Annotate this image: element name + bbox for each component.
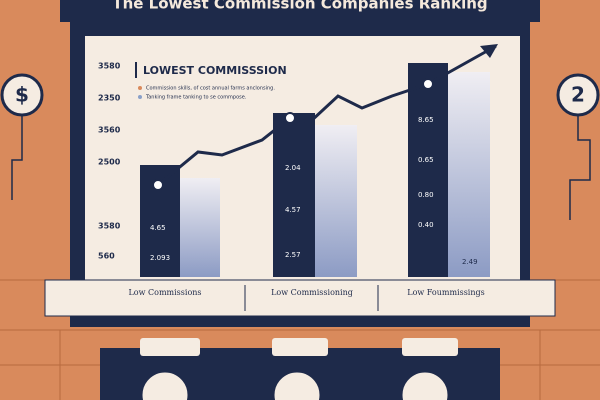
bar	[408, 63, 448, 277]
bullet	[138, 86, 142, 90]
bar-labels: 4.65 2.093 2.04 4.57 2.57 8.65 0.65 0.80 0.40 2.4…	[150, 116, 478, 266]
note: Commission skills, of cost annual farms …	[146, 86, 275, 92]
title: The Lowest Commission Companies Ranking	[112, 0, 487, 13]
footer-label: Low Foummissings	[407, 288, 484, 297]
trend-arrow	[480, 44, 498, 58]
bar	[315, 125, 357, 277]
bar-label: 0.80	[418, 191, 434, 199]
bullet	[138, 95, 142, 99]
bar	[448, 72, 490, 277]
stage-tag	[402, 338, 458, 356]
bar-label: 2.57	[285, 251, 301, 259]
bar-label: 2.093	[150, 254, 170, 262]
bar-label: 4.57	[285, 206, 301, 214]
note: Tanking frame tanking to se commpose.	[145, 95, 247, 101]
bar-label: 2.49	[462, 258, 478, 266]
bar	[273, 113, 315, 277]
title-banner	[60, 0, 540, 22]
axis-label: 2350	[98, 94, 121, 103]
trend-points	[152, 78, 434, 191]
bar-label: 4.65	[150, 224, 166, 232]
axis-label: 3560	[98, 126, 121, 135]
stage-icons	[139, 369, 451, 400]
coin-symbol: 2	[571, 83, 585, 107]
footer-label: Low Commissioning	[271, 288, 353, 297]
footer-label: Low Commissions	[128, 288, 201, 297]
circuit-lines	[11, 115, 591, 220]
bar-label: 0.40	[418, 221, 434, 229]
bar-label: 8.65	[418, 116, 434, 124]
trend-line	[157, 44, 497, 187]
axis-label: 3580	[98, 62, 121, 71]
stage-tag	[140, 338, 200, 356]
heading: LOWEST COMMISSSION	[143, 64, 287, 77]
axis-labels: 3580 2350 3560 2500 3580 560	[98, 62, 121, 261]
footer-strip	[44, 279, 556, 317]
coin-symbol: $	[15, 83, 29, 107]
axis-label: 560	[98, 252, 115, 261]
bar	[180, 178, 220, 277]
bar-label: 0.65	[418, 156, 434, 164]
axis-label: 3580	[98, 222, 121, 231]
axis-label: 2500	[98, 158, 121, 167]
stage-tag	[272, 338, 328, 356]
bar-label: 2.04	[285, 164, 301, 172]
